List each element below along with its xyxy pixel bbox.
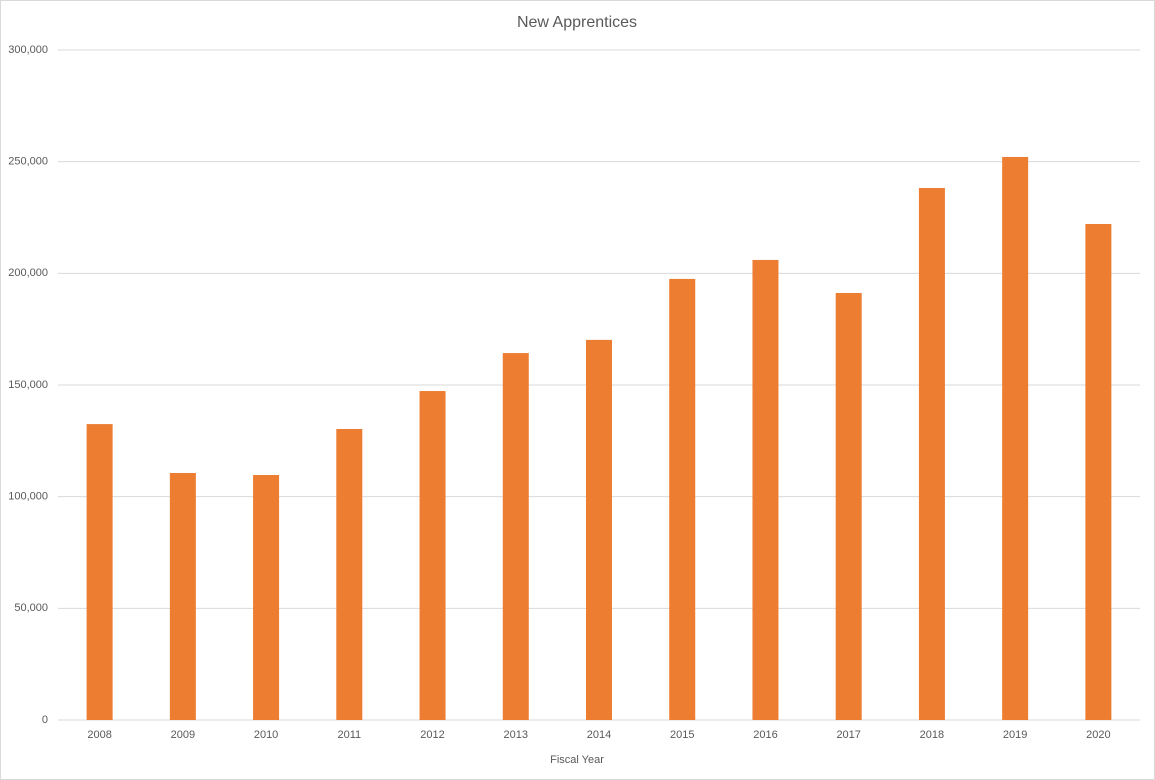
x-tick-label: 2019 bbox=[1003, 729, 1027, 741]
x-tick-label: 2014 bbox=[587, 729, 611, 741]
chart-title: New Apprentices bbox=[517, 14, 637, 31]
y-tick-label: 200,000 bbox=[8, 267, 48, 279]
bar bbox=[586, 339, 612, 720]
bar bbox=[169, 472, 196, 720]
x-tick-label: 2017 bbox=[836, 729, 860, 741]
x-tick-label: 2009 bbox=[171, 729, 195, 741]
x-tick-label: 2012 bbox=[420, 729, 444, 741]
y-tick-label: 50,000 bbox=[14, 602, 48, 614]
y-tick-label: 150,000 bbox=[8, 379, 48, 391]
y-tick-label: 0 bbox=[42, 714, 48, 726]
x-tick-label: 2008 bbox=[87, 729, 111, 741]
x-tick-label: 2015 bbox=[670, 729, 694, 741]
x-tick-label: 2013 bbox=[504, 729, 528, 741]
bar bbox=[752, 259, 779, 720]
bar bbox=[1002, 156, 1029, 720]
x-tick-label: 2020 bbox=[1086, 729, 1110, 741]
bar bbox=[253, 475, 280, 720]
bar bbox=[502, 353, 529, 720]
y-tick-label: 300,000 bbox=[8, 44, 48, 56]
x-tick-label: 2011 bbox=[337, 729, 361, 741]
x-tick-label: 2010 bbox=[254, 729, 278, 741]
bar bbox=[86, 424, 113, 720]
x-tick-label: 2018 bbox=[920, 729, 944, 741]
bar bbox=[419, 391, 446, 720]
bar bbox=[336, 428, 363, 720]
y-tick-label: 100,000 bbox=[8, 491, 48, 503]
bar bbox=[835, 292, 862, 720]
x-tick-label: 2016 bbox=[753, 729, 777, 741]
y-tick-label: 250,000 bbox=[8, 156, 48, 168]
bar bbox=[918, 188, 945, 720]
bar bbox=[1085, 223, 1112, 720]
bar bbox=[669, 278, 696, 720]
x-axis-label: Fiscal Year bbox=[550, 754, 604, 766]
